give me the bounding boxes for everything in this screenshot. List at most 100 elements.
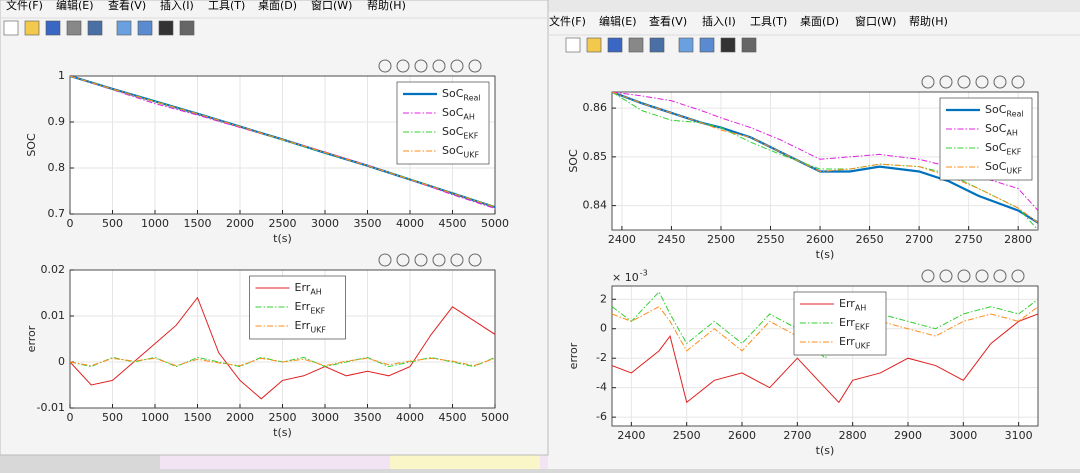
axes-tool[interactable] xyxy=(993,75,1007,89)
y-tick-label: 1 xyxy=(58,69,65,82)
x-tick-label: 1500 xyxy=(184,217,212,230)
x-tick-label: 2800 xyxy=(839,429,867,442)
toolbar-button[interactable] xyxy=(607,37,623,53)
menu-item[interactable]: 编辑(E) xyxy=(599,14,637,28)
axes-tool[interactable] xyxy=(432,253,446,267)
axes-tool[interactable] xyxy=(939,75,953,89)
x-tick-label: 2500 xyxy=(269,217,297,230)
toolbar-button[interactable] xyxy=(116,20,132,36)
menu-item[interactable]: 工具(T) xyxy=(208,0,245,12)
menu-item[interactable]: 工具(T) xyxy=(750,15,787,28)
toolbar-button[interactable] xyxy=(678,37,694,53)
axes-tool[interactable] xyxy=(957,269,971,283)
legend-label: SoC xyxy=(985,103,1007,116)
y-tick-label: 0.8 xyxy=(48,161,66,174)
menu-item[interactable]: 插入(I) xyxy=(702,14,736,28)
axes-tool[interactable] xyxy=(1011,269,1025,283)
axes-tool[interactable] xyxy=(939,269,953,283)
x-axis-label: t(s) xyxy=(816,444,835,457)
menu-item[interactable]: 文件(F) xyxy=(549,14,586,28)
x-tick-label: 2650 xyxy=(856,233,884,246)
axes-tool[interactable] xyxy=(414,59,428,73)
axes-tool[interactable] xyxy=(921,269,935,283)
axes-tool[interactable] xyxy=(414,253,428,267)
toolbar-button[interactable] xyxy=(741,37,757,53)
menu-item[interactable]: 桌面(D) xyxy=(800,15,839,28)
y-tick-label: -0.01 xyxy=(37,401,65,414)
x-tick-label: 1000 xyxy=(141,411,169,424)
toolbar-button[interactable] xyxy=(3,20,19,36)
legend-subscript: Real xyxy=(1006,110,1023,119)
y-axis-label: error xyxy=(25,325,38,352)
x-axis-label: t(s) xyxy=(273,426,292,439)
toolbar-button[interactable] xyxy=(87,20,103,36)
axes-tool[interactable] xyxy=(378,59,392,73)
y-tick-label: 0.85 xyxy=(583,150,608,163)
series-line xyxy=(70,357,495,367)
legend-subscript: Real xyxy=(463,94,480,103)
axes-box xyxy=(611,91,1039,231)
toolbar-button[interactable] xyxy=(24,20,40,36)
x-tick-label: 2000 xyxy=(226,217,254,230)
axes-tool[interactable] xyxy=(396,253,410,267)
toolbar-button[interactable] xyxy=(565,37,581,53)
x-tick-label: 2750 xyxy=(955,233,983,246)
axes-box xyxy=(69,75,496,215)
axes-tool[interactable] xyxy=(432,59,446,73)
toolbar-button[interactable] xyxy=(137,20,153,36)
menu-item[interactable]: 查看(V) xyxy=(649,14,687,28)
axes-tool[interactable] xyxy=(378,253,392,267)
axes-tool[interactable] xyxy=(468,59,482,73)
axes-tool[interactable] xyxy=(1011,75,1025,89)
menu-item[interactable]: 帮助(H) xyxy=(909,14,948,28)
menu-item[interactable]: 文件(F) xyxy=(6,0,43,12)
x-tick-label: 3000 xyxy=(311,217,339,230)
menu-item[interactable]: 桌面(D) xyxy=(258,0,297,12)
x-tick-label: 0 xyxy=(67,411,74,424)
y-tick-label: 0.02 xyxy=(41,263,66,276)
y-tick-label: 0.9 xyxy=(48,115,66,128)
chart: 0 500 1000 1500 2000 2500 3000 3500 4000 4500 5000… xyxy=(25,59,509,245)
axes-tool[interactable] xyxy=(975,269,989,283)
menu-item[interactable]: 窗口(W) xyxy=(311,0,352,12)
axes-tool[interactable] xyxy=(921,75,935,89)
x-tick-label: 2600 xyxy=(728,429,756,442)
axes-tool[interactable] xyxy=(975,75,989,89)
axes-tool[interactable] xyxy=(993,269,1007,283)
y-axis-label: SOC xyxy=(25,133,38,157)
x-tick-label: 2000 xyxy=(226,411,254,424)
toolbar-button[interactable] xyxy=(699,37,715,53)
axes-tool[interactable] xyxy=(957,75,971,89)
legend-subscript: EKF xyxy=(310,307,325,316)
title-bar xyxy=(548,0,1080,12)
series-line xyxy=(612,313,1038,404)
toolbar-button[interactable] xyxy=(45,20,61,36)
toolbar-button[interactable] xyxy=(649,37,665,53)
axes-tool[interactable] xyxy=(450,253,464,267)
menu-item[interactable]: 窗口(W) xyxy=(855,14,896,28)
toolbar-button[interactable] xyxy=(720,37,736,53)
menu-item[interactable]: 帮助(H) xyxy=(367,0,406,12)
x-tick-label: 0 xyxy=(67,217,74,230)
legend-label: SoC xyxy=(442,125,464,138)
legend-subscript: UKF xyxy=(855,342,871,351)
toolbar-button[interactable] xyxy=(586,37,602,53)
menu-item[interactable]: 编辑(E) xyxy=(56,0,94,12)
x-tick-label: 4500 xyxy=(439,217,467,230)
y-tick-label: 0.7 xyxy=(48,207,66,220)
x-tick-label: 3000 xyxy=(311,411,339,424)
x-axis-label: t(s) xyxy=(816,248,835,261)
axes-tool[interactable] xyxy=(468,253,482,267)
series-line xyxy=(612,291,1038,359)
x-tick-label: 2500 xyxy=(673,429,701,442)
x-tick-label: 4500 xyxy=(439,411,467,424)
axes-tool[interactable] xyxy=(450,59,464,73)
toolbar-button[interactable] xyxy=(179,20,195,36)
axes-tool[interactable] xyxy=(396,59,410,73)
toolbar-button[interactable] xyxy=(66,20,82,36)
legend-label: SoC xyxy=(442,144,464,157)
toolbar-button[interactable] xyxy=(158,20,174,36)
menu-item[interactable]: 插入(I) xyxy=(160,0,194,12)
menu-item[interactable]: 查看(V) xyxy=(108,0,146,12)
toolbar-button[interactable] xyxy=(628,37,644,53)
